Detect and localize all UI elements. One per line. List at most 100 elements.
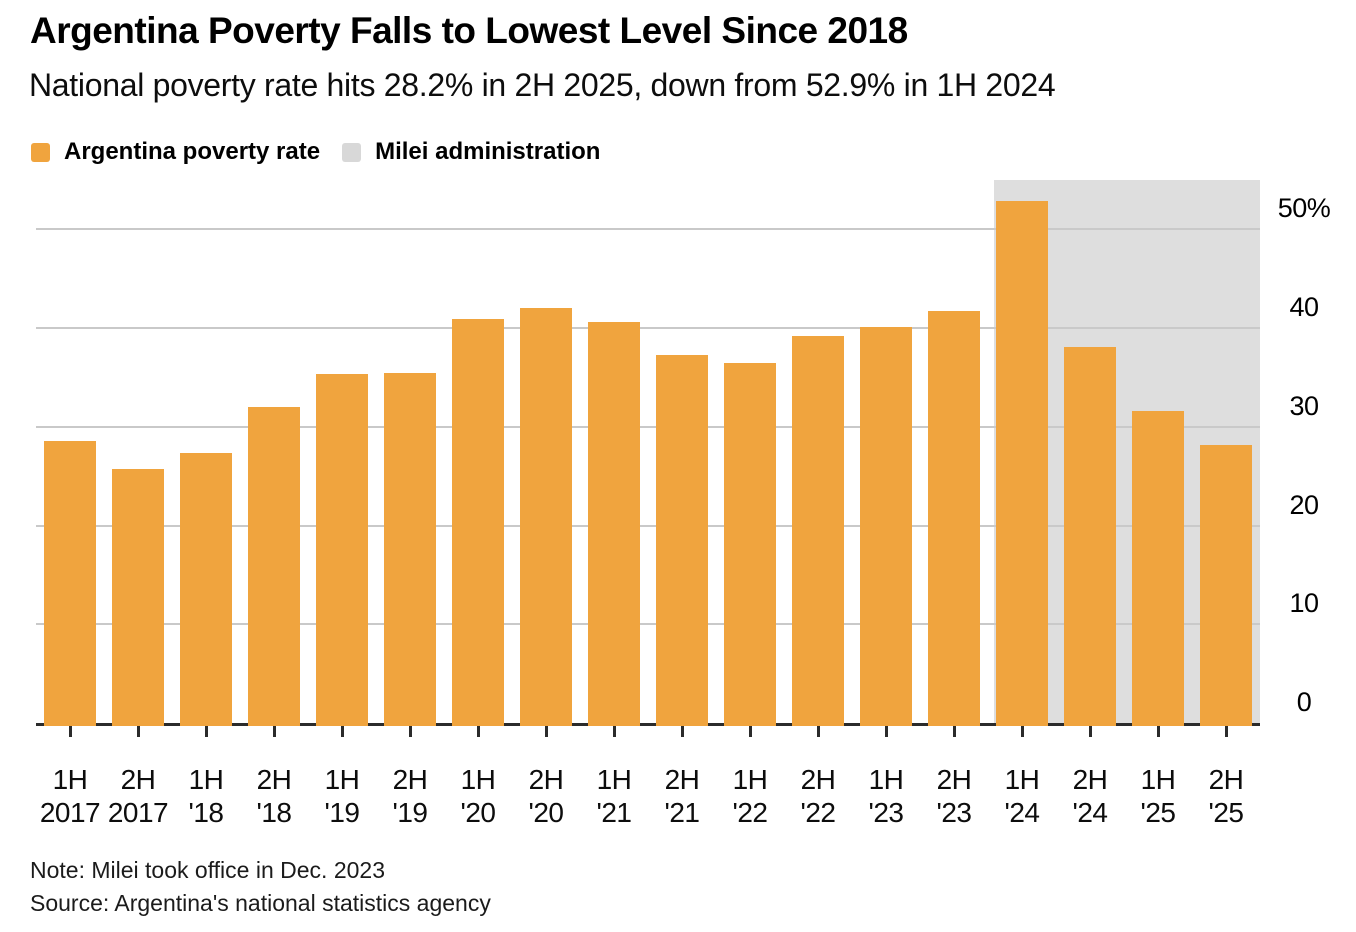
x-axis-label: 1H '18 — [161, 763, 251, 829]
y-axis-label-50: 50% — [1277, 193, 1331, 223]
x-axis-label-line: '19 — [392, 797, 429, 828]
x-axis-label: 1H '19 — [297, 763, 387, 829]
x-axis-label: 1H '25 — [1113, 763, 1203, 829]
x-axis-label-line: 2H — [1072, 764, 1108, 795]
x-axis-label-line: '18 — [256, 797, 293, 828]
x-axis-tick — [205, 726, 208, 737]
x-axis-tick — [749, 726, 752, 737]
x-axis-label-line: '25 — [1140, 797, 1177, 828]
x-axis-label: 2H '19 — [365, 763, 455, 829]
x-axis-label-line: 2H — [256, 764, 292, 795]
bar-1h-23 — [860, 327, 912, 726]
x-axis-label-line: 1H — [324, 764, 360, 795]
bar-1h-20 — [452, 319, 504, 726]
x-axis-label-line: 1H — [1140, 764, 1176, 795]
x-axis-label-line: 1H — [52, 764, 88, 795]
x-axis-label-line: 1H — [1004, 764, 1040, 795]
series-swatch-icon — [31, 142, 50, 162]
x-axis-label-line: '18 — [188, 797, 225, 828]
y-axis-label-40: 40 — [1289, 292, 1319, 322]
bar-2h-25 — [1200, 444, 1252, 726]
bar-1h-18 — [180, 453, 232, 726]
x-axis-label: 2H '18 — [229, 763, 319, 829]
legend-label: Milei administration — [375, 138, 601, 165]
bar-2h-18 — [248, 407, 300, 726]
x-axis-tick — [817, 726, 820, 737]
bar-2h-24 — [1064, 346, 1116, 726]
x-axis-label-line: '21 — [596, 797, 633, 828]
x-axis-label-line: 2H — [936, 764, 972, 795]
bar-2h-20 — [520, 308, 572, 726]
x-axis-tick — [69, 726, 72, 737]
x-axis-tick — [477, 726, 480, 737]
x-axis-label-line: '21 — [664, 797, 701, 828]
gridline-10 — [36, 623, 1260, 625]
bar-2h-21 — [656, 354, 708, 726]
bar-2h-2017 — [112, 469, 164, 726]
bar-2h-19 — [384, 372, 436, 726]
x-axis-tick — [137, 726, 140, 737]
x-axis-label: 2H '20 — [501, 763, 591, 829]
x-axis-tick — [885, 726, 888, 737]
x-axis-tick — [1225, 726, 1228, 737]
x-axis-label-line: 2H — [664, 764, 700, 795]
bar-1h-2017 — [44, 440, 96, 726]
legend-item-argentina-poverty-rate: Argentina poverty rate — [31, 138, 320, 166]
chart-subtitle: National poverty rate hits 28.2% in 2H 2… — [29, 67, 1056, 103]
legend-label: Argentina poverty rate — [64, 138, 321, 165]
gridline-20 — [36, 525, 1260, 527]
bar-1h-21 — [588, 322, 640, 726]
x-axis-label-line: '23 — [936, 797, 973, 828]
y-axis-label-30: 30 — [1289, 391, 1319, 421]
x-axis-label-line: '25 — [1208, 797, 1245, 828]
region-swatch-icon — [342, 142, 362, 162]
x-axis-label-line: 2H — [392, 764, 428, 795]
x-axis-label: 1H '23 — [841, 763, 931, 829]
x-axis-label-line: 1H — [868, 764, 904, 795]
x-axis-tick — [681, 726, 684, 737]
x-axis-baseline — [36, 723, 1260, 726]
x-axis-tick — [1157, 726, 1160, 737]
y-axis-label-20: 20 — [1289, 490, 1319, 520]
gridline-30 — [36, 426, 1260, 428]
gridline-50 — [36, 228, 1260, 230]
x-axis-label: 2H '22 — [773, 763, 863, 829]
x-axis-tick — [953, 726, 956, 737]
x-axis-label-line: 1H — [732, 764, 768, 795]
legend: Argentina poverty rate Milei administrati… — [31, 138, 600, 166]
x-axis-label-line: '24 — [1004, 797, 1041, 828]
x-axis-label-line: '20 — [528, 797, 565, 828]
x-axis-label-line: '20 — [460, 797, 497, 828]
x-axis-label-line: '22 — [732, 797, 769, 828]
x-axis-label: 1H '20 — [433, 763, 523, 829]
x-axis-tick — [545, 726, 548, 737]
x-axis-label-line: 2H — [1208, 764, 1244, 795]
bar-2h-23 — [928, 311, 980, 726]
x-axis-label: 2H 2017 — [93, 763, 183, 829]
x-axis-label-line: '24 — [1072, 797, 1109, 828]
x-axis-label: 2H '21 — [637, 763, 727, 829]
legend-item-milei-administration: Milei administration — [342, 138, 600, 166]
x-axis-label: 1H '21 — [569, 763, 659, 829]
x-axis-label: 1H '22 — [705, 763, 795, 829]
x-axis-label-line: 1H — [460, 764, 496, 795]
x-axis-label-line: '23 — [868, 797, 905, 828]
bar-1h-25 — [1132, 411, 1184, 726]
x-axis-label-line: '19 — [324, 797, 361, 828]
x-axis-tick — [273, 726, 276, 737]
x-axis-label-line: 1H — [188, 764, 224, 795]
x-axis-label: 2H '25 — [1181, 763, 1271, 829]
x-axis-tick — [1021, 726, 1024, 737]
x-axis-label-line: 2017 — [39, 797, 101, 828]
x-axis-label-line: '22 — [800, 797, 837, 828]
gridline-40 — [36, 327, 1260, 329]
bar-1h-22 — [724, 362, 776, 726]
x-axis-label: 2H '24 — [1045, 763, 1135, 829]
bar-1h-19 — [316, 373, 368, 726]
x-axis-label-line: 2H — [800, 764, 836, 795]
y-axis-label-10: 10 — [1289, 588, 1319, 618]
chart-title: Argentina Poverty Falls to Lowest Level … — [30, 10, 908, 51]
x-axis-label: 2H '23 — [909, 763, 999, 829]
